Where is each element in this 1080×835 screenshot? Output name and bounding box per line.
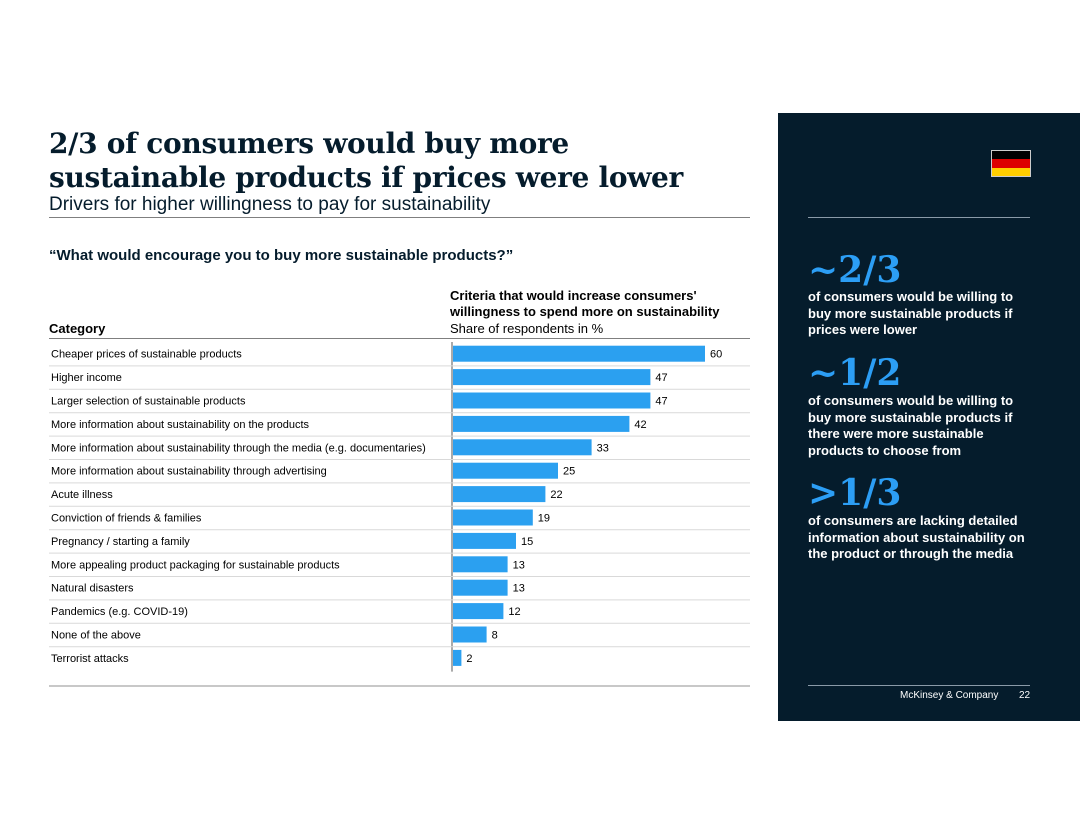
category-label: Larger selection of sustainable products (51, 396, 246, 408)
bar (453, 345, 705, 362)
bar (453, 626, 487, 643)
category-label: Natural disasters (51, 583, 134, 595)
bar-value-label: 22 (550, 489, 562, 501)
bar-value-label: 19 (538, 513, 550, 525)
bar (453, 392, 651, 409)
chart-bottom-divider (49, 685, 750, 687)
footer-divider (808, 685, 1030, 686)
side-panel (778, 113, 1080, 721)
bar-value-label: 15 (521, 536, 533, 548)
bar (453, 532, 516, 549)
bar-chart: Cheaper prices of sustainable products 60… (49, 342, 750, 672)
slide-subtitle: Drivers for higher willingness to pay fo… (49, 194, 491, 215)
germany-flag-icon (991, 150, 1031, 177)
category-label: Acute illness (51, 489, 113, 501)
bar (453, 509, 533, 526)
category-label: Cheaper prices of sustainable products (51, 349, 242, 361)
bar (453, 369, 651, 386)
category-label: Pregnancy / starting a family (51, 536, 190, 548)
bar (453, 462, 558, 479)
stat-value-3: >1/3 (808, 472, 902, 514)
bar-value-label: 13 (513, 559, 525, 571)
bar-value-label: 8 (492, 630, 498, 642)
stat-text-3: of consumers are lacking detailed inform… (808, 513, 1025, 561)
stat-value-2: ~1/2 (808, 352, 902, 394)
bar-value-label: 60 (710, 349, 722, 361)
bar-value-label: 33 (597, 442, 609, 454)
bar-value-label: 47 (655, 372, 667, 384)
footer-brand: McKinsey & Company (900, 690, 999, 701)
bar (453, 649, 462, 666)
bar (453, 439, 592, 456)
header-divider (49, 338, 750, 339)
flag-stripe-red (992, 159, 1030, 168)
bar (453, 486, 546, 503)
bar-value-label: 12 (508, 606, 520, 618)
panel-divider (808, 217, 1030, 218)
bar-value-label: 42 (634, 419, 646, 431)
bar-value-label: 13 (513, 583, 525, 595)
category-header: Category (49, 321, 106, 336)
category-label: Pandemics (e.g. COVID-19) (51, 606, 188, 618)
flag-stripe-black (992, 151, 1030, 160)
category-label: More information about sustainability on… (51, 419, 310, 431)
category-label: Conviction of friends & families (51, 513, 202, 525)
bar-value-label: 2 (466, 653, 472, 665)
bar-value-label: 25 (563, 466, 575, 478)
stat-value-1: ~2/3 (808, 249, 902, 291)
page-number: 22 (1019, 690, 1031, 701)
bar (453, 603, 504, 620)
category-label: None of the above (51, 630, 141, 642)
flag-stripe-gold (992, 167, 1030, 176)
slide-title: 2/3 of consumers would buy more sustaina… (49, 127, 683, 194)
criteria-subheader: Share of respondents in % (450, 321, 604, 336)
category-label: More information about sustainability th… (51, 442, 426, 454)
stat-text-2: of consumers would be willing to buy mor… (808, 393, 1014, 458)
bar (453, 556, 508, 573)
title-divider (49, 217, 750, 218)
bar-value-label: 47 (655, 396, 667, 408)
bar (453, 415, 630, 432)
category-label: More appealing product packaging for sus… (51, 559, 340, 571)
category-label: Higher income (51, 372, 122, 384)
stat-text-1: of consumers would be willing to buy mor… (808, 289, 1014, 337)
bar (453, 579, 508, 596)
category-label: More information about sustainability th… (51, 466, 327, 478)
survey-question: “What would encourage you to buy more su… (49, 247, 514, 264)
criteria-header: Criteria that would increase consumers' … (450, 288, 720, 319)
category-label: Terrorist attacks (51, 653, 129, 665)
